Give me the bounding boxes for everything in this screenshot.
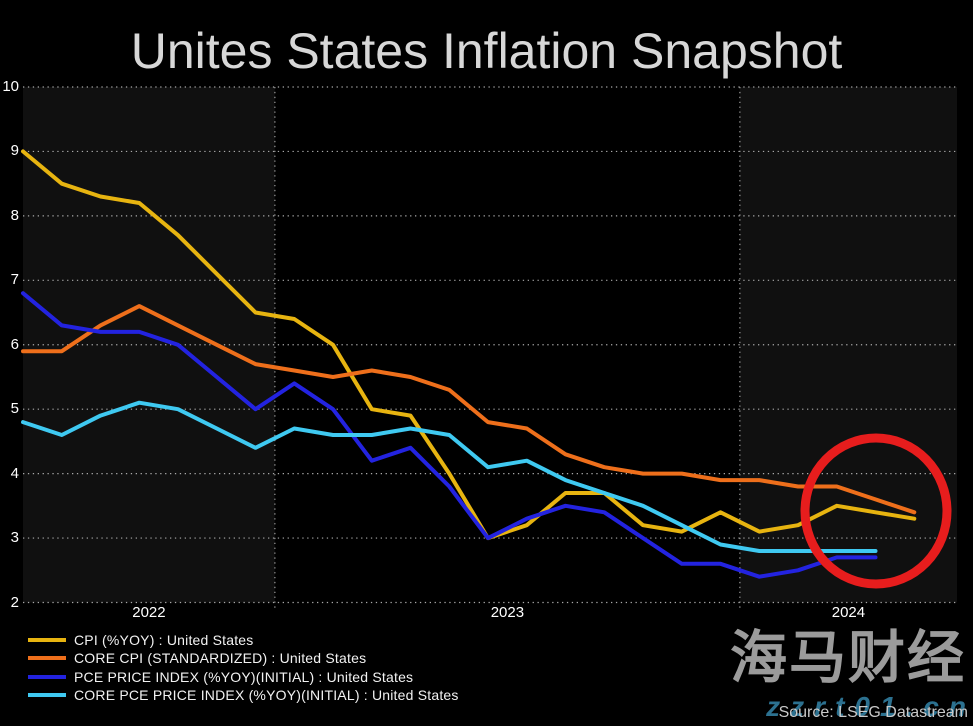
legend-swatch <box>28 656 66 661</box>
y-axis-tick-label: 6 <box>10 335 19 353</box>
legend-item-pce: PCE PRICE INDEX (%YOY)(INITIAL) : United… <box>28 668 459 686</box>
legend-label: PCE PRICE INDEX (%YOY)(INITIAL) : United… <box>74 668 414 685</box>
year-band <box>739 87 957 603</box>
legend-label: CORE CPI (STANDARDIZED) : United States <box>74 650 367 667</box>
legend-item-cpi: CPI (%YOY) : United States <box>28 631 459 649</box>
series-line-core-pce <box>21 400 878 553</box>
x-axis-year-label: 2024 <box>831 604 866 621</box>
x-axis-year-label: 2023 <box>490 604 525 621</box>
x-axis-year-label: 2022 <box>132 604 166 621</box>
legend-item-core-cpi: CORE CPI (STANDARDIZED) : United States <box>28 649 459 667</box>
highlight-circle <box>800 433 952 589</box>
legend-item-core-pce: CORE PCE PRICE INDEX (%YOY)(INITIAL) : U… <box>28 686 459 704</box>
watermark-brand: 海马财经 <box>730 626 966 690</box>
y-axis-tick-label: 3 <box>10 529 19 547</box>
legend-swatch <box>28 693 66 698</box>
series-line-core-cpi <box>21 304 917 515</box>
source-note: Source: LSEG Datastream <box>778 704 968 721</box>
y-axis-tick-label: 8 <box>10 206 19 224</box>
y-axis-tick-label: 10 <box>2 78 19 95</box>
year-band <box>23 87 275 603</box>
watermark-url: zzrt01.cn <box>766 691 973 722</box>
legend-label: CORE PCE PRICE INDEX (%YOY)(INITIAL) : U… <box>74 687 459 704</box>
legend-label: CPI (%YOY) : United States <box>74 632 254 649</box>
chart-title: Unites States Inflation Snapshot <box>130 23 843 79</box>
legend-swatch <box>28 638 66 643</box>
legend-swatch <box>28 674 66 679</box>
legend: CPI (%YOY) : United States CORE CPI (STAN… <box>28 631 459 704</box>
y-axis-tick-label: 7 <box>10 271 19 289</box>
y-axis-tick-label: 4 <box>10 464 19 482</box>
y-axis-tick-label: 2 <box>10 593 19 611</box>
series-line-pce <box>21 291 878 579</box>
series-line-cpi <box>21 149 917 541</box>
y-axis-tick-label: 9 <box>10 142 19 160</box>
y-axis-tick-label: 5 <box>10 400 19 418</box>
